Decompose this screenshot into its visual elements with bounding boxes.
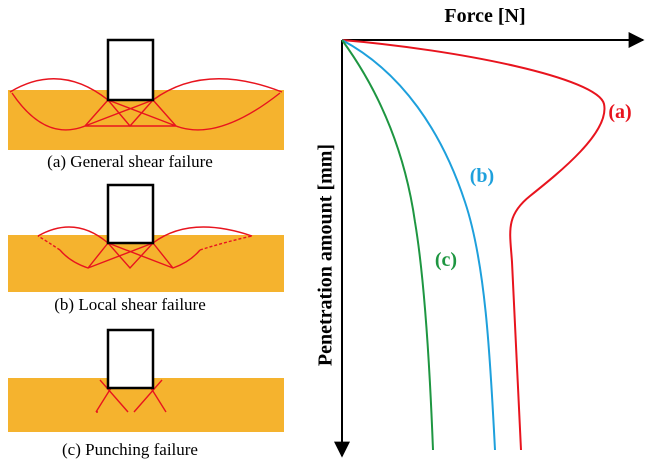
panel-general-shear: (a) General shear failure <box>8 40 284 171</box>
curve-label: (c) <box>435 249 457 271</box>
x-axis-label: Force [N] <box>444 5 525 27</box>
caption: (b) Local shear failure <box>54 295 206 314</box>
foundation <box>108 40 153 100</box>
curve-c <box>342 40 433 450</box>
curve-label: (a) <box>608 101 631 123</box>
graph: Force [N] Penetration amount [mm] (a) (b… <box>315 5 643 456</box>
foundation <box>108 185 153 243</box>
panel-punching: (c) Punching failure <box>8 330 284 459</box>
curve-label: (b) <box>470 165 494 187</box>
curve-a <box>342 40 604 450</box>
panel-local-shear: (b) Local shear failure <box>8 185 284 314</box>
caption: (a) General shear failure <box>47 152 213 171</box>
caption: (c) Punching failure <box>62 440 198 459</box>
figure: (a) General shear failure (b) Local shea… <box>0 0 646 461</box>
y-axis-label: Penetration amount [mm] <box>315 144 337 366</box>
foundation <box>108 330 153 388</box>
